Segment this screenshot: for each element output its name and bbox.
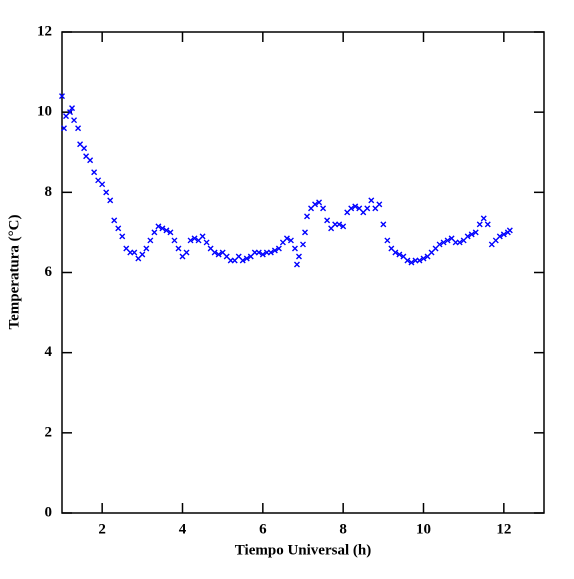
data-point [139, 251, 146, 258]
data-point [291, 245, 298, 252]
data-point [416, 257, 423, 264]
data-point [111, 217, 118, 224]
data-point [255, 249, 262, 256]
data-point [199, 233, 206, 240]
data-point [283, 235, 290, 242]
data-point [259, 251, 266, 258]
data-point [476, 221, 483, 228]
data-point [464, 233, 471, 240]
data-point [484, 221, 491, 228]
data-point [115, 225, 122, 232]
data-point [302, 229, 309, 236]
data-point [468, 231, 475, 238]
plot-frame [61, 31, 545, 514]
data-point [340, 223, 347, 230]
data-point [444, 237, 451, 244]
x-tick-label: 4 [179, 521, 187, 537]
data-point [364, 205, 371, 212]
data-point [243, 255, 250, 262]
y-tick-label: 8 [45, 184, 53, 200]
data-point [211, 249, 218, 256]
data-point [187, 237, 194, 244]
data-point [295, 253, 302, 260]
data-point [81, 145, 88, 152]
data-point [75, 125, 82, 132]
data-point [107, 197, 114, 204]
data-point [480, 215, 487, 222]
data-point [408, 259, 415, 266]
data-point [316, 199, 323, 206]
data-point [103, 189, 110, 196]
data-point [87, 157, 94, 164]
data-point [59, 93, 65, 100]
data-point [300, 241, 306, 248]
data-point [287, 237, 294, 244]
data-point [271, 247, 278, 254]
y-tick-label: 4 [45, 344, 53, 360]
data-point [67, 109, 74, 116]
data-point [159, 225, 166, 232]
data-point [99, 181, 106, 188]
x-tick-label: 8 [339, 521, 347, 537]
data-point [167, 229, 174, 236]
data-point [61, 125, 68, 132]
data-point [293, 261, 300, 268]
data-point [119, 233, 126, 240]
y-tick-label: 10 [37, 104, 52, 120]
data-point [500, 231, 507, 238]
y-axis-label: Temperatura (°C) [6, 214, 22, 329]
data-point [396, 251, 403, 258]
data-point [267, 249, 274, 256]
data-point [384, 237, 391, 244]
data-point [440, 239, 447, 246]
data-point [352, 203, 359, 210]
data-point [380, 221, 387, 228]
data-point [147, 237, 154, 244]
data-point [191, 235, 198, 242]
data-point [175, 245, 182, 252]
data-point [348, 205, 355, 212]
x-tick-label: 12 [496, 521, 511, 537]
data-point [69, 105, 76, 112]
data-point [404, 257, 411, 264]
data-point [183, 249, 190, 256]
y-tick-label: 2 [45, 424, 53, 440]
data-point [203, 239, 210, 246]
data-point [143, 245, 150, 252]
data-point [376, 201, 383, 208]
data-point [239, 257, 246, 264]
data-point [163, 227, 170, 234]
data-point [496, 233, 503, 240]
x-axis-label: Tiempo Universal (h) [235, 542, 371, 558]
data-point [312, 201, 319, 208]
data-point [336, 221, 343, 228]
data-point [392, 249, 399, 256]
data-point [506, 227, 513, 234]
data-point [155, 223, 162, 230]
data-point [131, 249, 138, 256]
data-point [91, 169, 98, 176]
data-point [456, 239, 463, 246]
y-tick-label: 0 [45, 504, 53, 520]
data-point [368, 197, 375, 204]
y-tick-label: 6 [45, 264, 53, 280]
x-tick-label: 2 [98, 521, 106, 537]
data-point [436, 241, 443, 248]
data-point [275, 245, 282, 252]
data-point [324, 217, 331, 224]
data-point [304, 213, 311, 220]
data-point [320, 205, 327, 212]
data-point [420, 255, 427, 262]
data-point [472, 229, 479, 236]
data-point [215, 251, 222, 258]
data-point [171, 237, 178, 244]
x-tick-label: 6 [259, 521, 267, 537]
x-tick-label: 10 [416, 521, 431, 537]
data-point [71, 117, 78, 124]
data-point [151, 229, 158, 236]
y-tick-label: 12 [37, 23, 52, 39]
